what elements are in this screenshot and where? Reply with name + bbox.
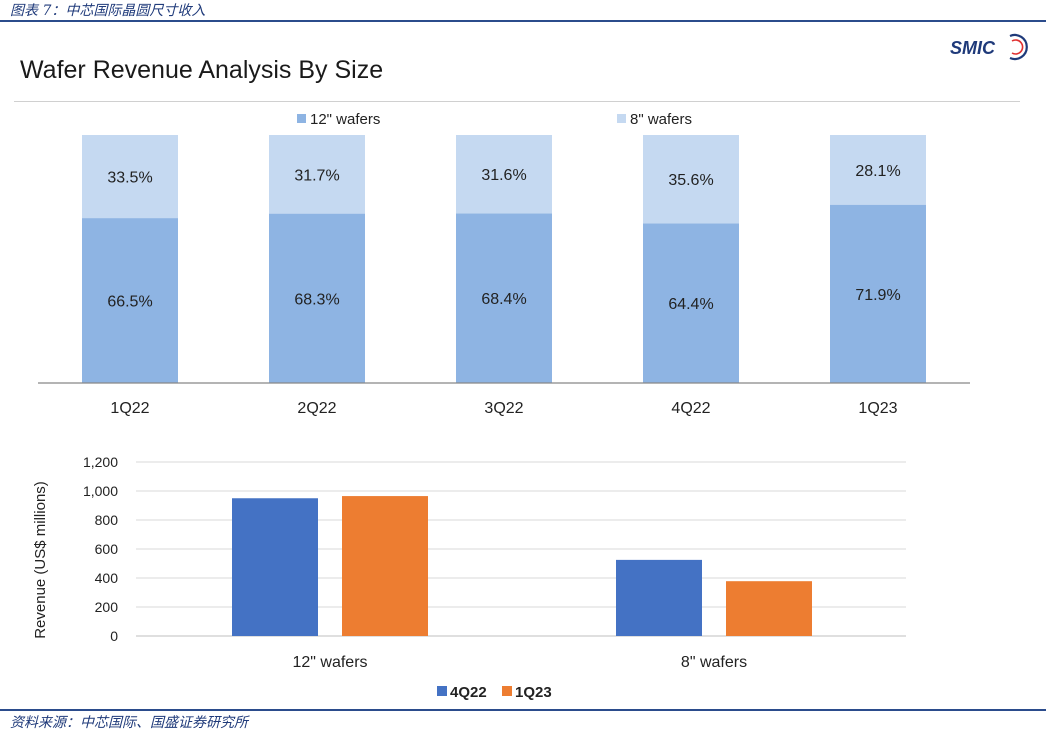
legend-label-top-0: 12" wafers [310,111,380,128]
legend-swatch-top-1 [617,114,626,123]
data-label-8in-4Q22: 35.6% [668,172,713,189]
bar-12in-2Q22 [269,213,365,383]
bar-8in-4Q22 [643,135,739,224]
x-tick-label-top-1Q23: 1Q23 [858,400,897,417]
y-axis-title: Revenue (US$ millions) [32,481,49,639]
bar-12in-1Q22 [82,218,178,383]
data-label-8in-2Q22: 31.7% [294,167,339,184]
legend-label-bottom-0: 4Q22 [450,684,487,701]
bar-8in-3Q22 [456,135,552,214]
bar-12in-4Q22 [643,223,739,383]
data-label-8in-1Q23: 28.1% [855,163,900,180]
y-tick-label-800: 800 [95,512,119,528]
bar-12in-3Q22 [456,213,552,383]
y-tick-label-200: 200 [95,599,119,615]
bar-8in-1Q22 [82,135,178,219]
data-label-8in-1Q22: 33.5% [107,170,152,187]
bar-8in-2Q22 [269,135,365,214]
logo-text: SMIC [950,38,996,58]
top-rule [0,20,1046,22]
data-label-12in-1Q23: 71.9% [855,287,900,304]
y-tick-label-1000: 1,000 [83,483,118,499]
y-tick-label-0: 0 [110,628,118,644]
x-tick-label-top-2Q22: 2Q22 [297,400,336,417]
data-label-8in-3Q22: 31.6% [481,167,526,184]
bottom-rule [0,709,1046,711]
bar-12in-1Q23 [830,204,926,383]
x-tick-label-top-1Q22: 1Q22 [110,400,149,417]
data-label-12in-2Q22: 68.3% [294,291,339,308]
bar-4Q22-1 [616,559,702,636]
data-label-12in-4Q22: 64.4% [668,296,713,313]
slide-title: Wafer Revenue Analysis By Size [20,56,384,84]
y-tick-label-600: 600 [95,541,119,557]
bar-4Q22-0 [232,498,318,636]
data-label-12in-3Q22: 68.4% [481,291,526,308]
figure-caption: 图表 7：中芯国际晶圆尺寸收入 [10,3,206,19]
legend-swatch-bottom-1 [502,686,512,696]
legend-label-top-1: 8" wafers [630,111,692,128]
legend-label-bottom-1: 1Q23 [515,684,552,701]
smic-logo: SMIC [950,33,1028,61]
x-tick-label-top-3Q22: 3Q22 [484,400,523,417]
x-tick-label-bottom-0: 12" wafers [292,654,367,671]
bar-1Q23-0 [342,496,428,636]
data-label-12in-1Q22: 66.5% [107,294,152,311]
y-tick-label-400: 400 [95,570,119,586]
title-rule [14,101,1020,102]
bar-8in-1Q23 [830,135,926,205]
source-note: 资料来源：中芯国际、国盛证券研究所 [10,715,248,731]
x-tick-label-bottom-1: 8" wafers [681,654,747,671]
legend-swatch-top-0 [297,114,306,123]
x-tick-label-top-4Q22: 4Q22 [671,400,710,417]
bar-1Q23-1 [726,581,812,636]
y-tick-label-1200: 1,200 [83,454,118,470]
legend-swatch-bottom-0 [437,686,447,696]
